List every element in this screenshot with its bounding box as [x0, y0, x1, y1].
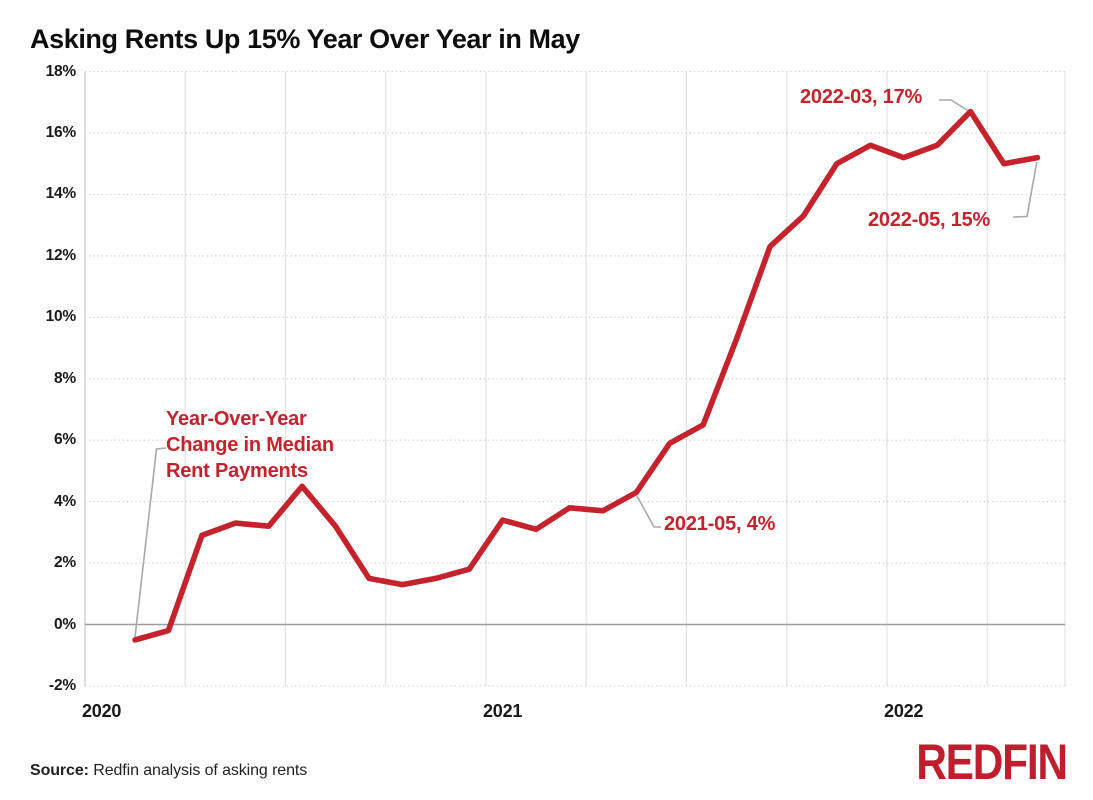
y-axis-label: 4% — [53, 492, 76, 510]
redfin-logo: REDFIN — [916, 734, 1068, 790]
y-axis-label: 10% — [45, 308, 77, 326]
x-axis-label: 2022 — [884, 701, 924, 721]
source-note: Source: Redfin analysis of asking rents — [30, 762, 307, 780]
chart-title: Asking Rents Up 15% Year Over Year in Ma… — [30, 24, 580, 54]
y-axis-label: 14% — [45, 185, 77, 203]
callout-lines — [134, 99, 1038, 638]
y-axis-label: -2% — [49, 676, 76, 694]
y-axis-label: 12% — [45, 246, 77, 264]
callout-line — [636, 495, 661, 528]
annotation-2022-05: 2022-05, 15% — [868, 209, 991, 231]
rent-line-series — [132, 108, 1041, 643]
y-axis-label: 0% — [53, 615, 76, 633]
y-axis-label: 18% — [45, 62, 77, 80]
callout-line — [134, 447, 167, 638]
series-annotation-line1: Year-Over-Year — [166, 408, 307, 430]
annotation-2022-03: 2022-03, 17% — [800, 86, 923, 108]
x-axis-label: 2021 — [483, 701, 523, 721]
x-axis-label: 2020 — [81, 701, 122, 721]
y-axis-label: 2% — [53, 554, 76, 572]
y-axis-label: 16% — [45, 123, 77, 141]
horizontal-gridlines — [85, 70, 1065, 687]
y-axis-label: 8% — [53, 369, 76, 387]
source-label: Source: — [30, 762, 89, 779]
series-annotation: Year-Over-Year Change in Median Rent Pay… — [166, 406, 334, 484]
series-annotation-line3: Rent Payments — [166, 460, 308, 482]
source-text: Redfin analysis of asking rents — [93, 762, 308, 779]
callout-line — [1012, 161, 1038, 218]
callout-line — [939, 99, 970, 113]
rent-yoy-line — [132, 108, 1041, 643]
annotation-2021-05: 2021-05, 4% — [664, 513, 776, 535]
y-axis-label: 6% — [53, 431, 76, 449]
series-annotation-line2: Change in Median — [166, 434, 334, 456]
